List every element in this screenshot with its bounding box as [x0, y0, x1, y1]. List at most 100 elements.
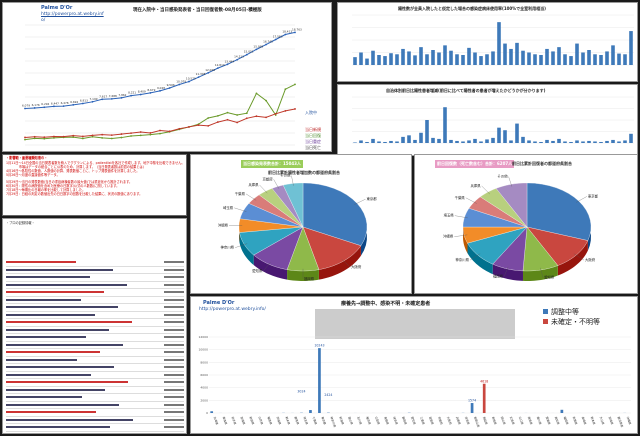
- list-item[interactable]: [6, 312, 184, 319]
- list-link[interactable]: [6, 298, 81, 301]
- list-item[interactable]: [6, 364, 184, 372]
- inhospital-point: [236, 58, 239, 61]
- list-item[interactable]: [6, 387, 184, 394]
- list-item[interactable]: [6, 424, 184, 432]
- new-cases-point: [197, 124, 200, 126]
- list-link[interactable]: [6, 351, 100, 354]
- pie-label: 千葉県: [455, 195, 466, 200]
- list-link[interactable]: [6, 283, 127, 286]
- list-link[interactable]: [6, 261, 76, 264]
- inhospital-point: [216, 67, 219, 70]
- pie-label: 兵庫県: [470, 183, 481, 188]
- inhospital-label: 7,862: [118, 93, 126, 97]
- x-tick: 埼玉県: [302, 416, 309, 425]
- inhospital-point: [110, 97, 113, 100]
- list-item[interactable]: [6, 267, 184, 274]
- list-link[interactable]: [6, 373, 91, 376]
- bottom-url[interactable]: http://powerpro.at.webry.info/: [199, 307, 266, 312]
- recovered-point: [101, 137, 104, 139]
- inhospital-point: [33, 107, 36, 109]
- pie-label: 沖縄県: [443, 234, 454, 239]
- list-link[interactable]: [6, 396, 82, 399]
- inhospital-label: 11,308: [196, 72, 206, 76]
- delta-bar: [593, 141, 597, 143]
- bed-usage-bar: [533, 54, 537, 65]
- list-link[interactable]: [6, 268, 113, 271]
- list-link[interactable]: [6, 276, 90, 279]
- list-link[interactable]: [6, 403, 119, 406]
- pie-label: 埼玉県: [444, 213, 455, 218]
- delta-bar: [413, 139, 417, 143]
- delta-bar: [353, 142, 357, 143]
- line-chart-title: 現在入院中・当日感染発表者・当日回復者数-08月05日-積極版: [133, 8, 262, 13]
- inhospital-label: 14,213: [234, 55, 244, 59]
- recovered-point: [207, 117, 210, 119]
- list-item[interactable]: [6, 327, 184, 334]
- delta-bar: [437, 138, 441, 143]
- list-item[interactable]: [6, 259, 184, 267]
- list-item[interactable]: [6, 334, 184, 342]
- list-value: [164, 396, 184, 399]
- list-item[interactable]: [6, 274, 184, 282]
- list-item[interactable]: [6, 349, 184, 357]
- list-item[interactable]: [6, 379, 184, 387]
- bed-usage-bar: [485, 54, 489, 65]
- list-value: [164, 283, 184, 286]
- inhospital-point: [149, 92, 152, 94]
- list-item[interactable]: [6, 402, 184, 409]
- list-item[interactable]: [6, 304, 184, 312]
- list-item[interactable]: [6, 372, 184, 379]
- list-item[interactable]: [6, 409, 184, 417]
- list-item[interactable]: [6, 282, 184, 289]
- list-link[interactable]: [6, 366, 114, 369]
- list-link[interactable]: [6, 418, 133, 421]
- list-value: [164, 276, 184, 279]
- delta-bar: [383, 141, 387, 143]
- list-item[interactable]: [6, 297, 184, 304]
- inhospital-label: 12,028: [205, 68, 215, 72]
- list-link[interactable]: [6, 358, 77, 361]
- pie-leader: [263, 262, 271, 272]
- inhospital-point: [130, 94, 132, 97]
- delta-bar: [443, 107, 447, 143]
- inhospital-label: 6,447: [51, 101, 59, 105]
- list-value: [164, 261, 184, 264]
- bed-usage-bar: [497, 22, 501, 65]
- site-url[interactable]: http://powerpro.at.webry.inf: [41, 12, 104, 17]
- list-link[interactable]: [6, 306, 118, 309]
- list-item[interactable]: [6, 289, 184, 297]
- new-cases-point: [168, 130, 171, 133]
- bed-usage-bar: [587, 50, 591, 65]
- list-link[interactable]: [6, 291, 104, 294]
- list-item[interactable]: [6, 342, 184, 349]
- list-item[interactable]: [6, 432, 184, 434]
- list-link[interactable]: [6, 313, 95, 316]
- list-item[interactable]: [6, 319, 184, 327]
- list-item[interactable]: [6, 417, 184, 424]
- inhospital-point: [284, 33, 287, 36]
- list-link[interactable]: [6, 328, 109, 331]
- x-tick: 三重県: [419, 416, 426, 425]
- bottom-panel: Palme D'Or http://powerpro.at.webry.info…: [190, 296, 638, 434]
- list-value: [164, 321, 184, 324]
- list-link[interactable]: [6, 336, 86, 339]
- pie-slice-side: [463, 227, 468, 254]
- list-link[interactable]: [6, 321, 132, 324]
- list-link[interactable]: [6, 381, 128, 384]
- x-tick: 北海道: [213, 416, 220, 425]
- list-link[interactable]: [6, 343, 123, 346]
- legend-a-label: 調整中等: [551, 308, 579, 316]
- x-tick: 山口県: [518, 416, 525, 425]
- list-item[interactable]: [6, 394, 184, 402]
- list-link[interactable]: [6, 388, 105, 391]
- list-value: [164, 426, 184, 429]
- list-item[interactable]: [6, 357, 184, 364]
- list-value: [164, 388, 184, 391]
- x-tick: 兵庫県: [455, 416, 462, 425]
- pie-label: 大阪府: [351, 264, 362, 269]
- list-link[interactable]: [6, 411, 96, 414]
- list-link[interactable]: [6, 426, 110, 429]
- pie-slice-side: [557, 240, 588, 276]
- new-cases-point: [284, 110, 287, 112]
- x-tick: 山梨県: [374, 416, 381, 425]
